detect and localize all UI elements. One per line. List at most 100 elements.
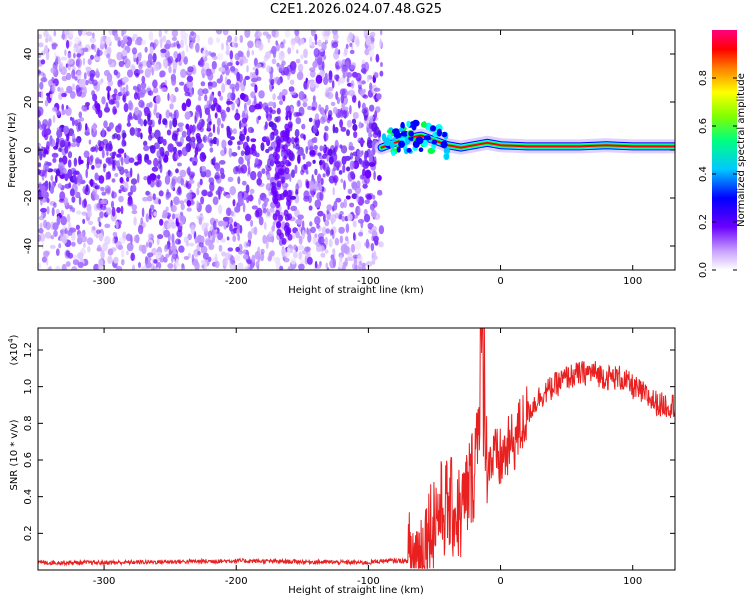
spectrogram-cell bbox=[63, 197, 69, 206]
spectrogram-cell bbox=[344, 155, 348, 162]
spectrogram-cell bbox=[121, 249, 125, 258]
spectrogram-cell bbox=[137, 114, 142, 125]
spectrogram-cell bbox=[199, 165, 207, 173]
spectrogram-cell bbox=[293, 244, 297, 251]
spectrogram-cell bbox=[154, 64, 160, 72]
spectrogram-cell bbox=[356, 150, 363, 158]
spectrogram-cell bbox=[312, 136, 318, 144]
spectrogram-cell bbox=[338, 226, 345, 234]
spectrogram-cell bbox=[113, 108, 118, 114]
spectrogram-cell bbox=[76, 87, 82, 97]
spectrogram-cell bbox=[368, 50, 375, 58]
spectrogram-cell bbox=[82, 47, 89, 52]
colorbar-tick-label: 0.4 bbox=[698, 166, 709, 182]
spectrogram-cell bbox=[339, 235, 344, 244]
spectrogram-cell bbox=[338, 260, 343, 269]
spectrogram-cell bbox=[180, 215, 186, 225]
spectrogram-cell bbox=[258, 90, 265, 99]
spectrogram-cell bbox=[262, 234, 267, 244]
signal-band-cell bbox=[386, 129, 393, 134]
spectrogram-cell bbox=[127, 192, 132, 197]
spectrogram-cell bbox=[191, 141, 196, 150]
x-tick-label: -300 bbox=[93, 576, 116, 587]
spectrogram-cell bbox=[310, 226, 316, 234]
spectrogram-cell bbox=[219, 173, 226, 179]
spectrogram-cell bbox=[181, 102, 187, 112]
spectrogram-cell bbox=[79, 232, 85, 237]
spectrogram-cell bbox=[118, 165, 122, 170]
spectrogram-cell bbox=[373, 87, 381, 92]
spectrogram-cell bbox=[341, 65, 348, 75]
spectrogram-cell bbox=[146, 159, 152, 165]
spectrogram-cell bbox=[111, 206, 116, 217]
spectrogram-cell bbox=[368, 133, 373, 138]
spectrogram-cell bbox=[156, 237, 160, 246]
spectrogram-cell bbox=[40, 212, 44, 219]
spectrogram-cell bbox=[294, 129, 300, 138]
spectrogram-cell bbox=[61, 109, 66, 116]
spectrogram-cell bbox=[229, 255, 235, 265]
spectrogram-cell bbox=[134, 161, 139, 166]
spectrogram-cell bbox=[290, 65, 296, 75]
spectrogram-cell bbox=[314, 199, 322, 208]
spectrogram-cell bbox=[230, 65, 236, 72]
spectrogram-cell bbox=[284, 129, 290, 136]
spectrogram-cell bbox=[55, 265, 60, 270]
spectrogram-cell bbox=[103, 120, 108, 129]
spectrogram-cell bbox=[167, 143, 174, 153]
spectrogram-cell bbox=[227, 62, 233, 67]
spectrogram-cell bbox=[268, 231, 274, 237]
spectrogram-cell bbox=[164, 30, 168, 35]
spectrogram-cell bbox=[352, 95, 357, 103]
spectrogram-cell bbox=[282, 94, 286, 102]
spectrogram-cell bbox=[83, 243, 86, 248]
spectrogram-cell bbox=[223, 190, 226, 197]
spectrogram-cell bbox=[153, 259, 158, 264]
spectrogram-cell bbox=[235, 98, 239, 105]
spectrogram-cell bbox=[96, 229, 101, 235]
spectrogram-cell bbox=[328, 156, 334, 165]
spectrogram-cell bbox=[107, 248, 114, 256]
spectrogram-cell bbox=[180, 68, 187, 78]
spectrogram-cell bbox=[155, 179, 162, 188]
spectrogram-cell bbox=[221, 42, 224, 51]
spectrogram-cell bbox=[222, 257, 228, 267]
spectrogram-cell bbox=[251, 254, 256, 263]
spectrogram-cell bbox=[207, 81, 213, 87]
spectrogram-cell bbox=[96, 202, 101, 209]
spectrogram-cell bbox=[225, 194, 231, 199]
signal-band-cell bbox=[398, 140, 405, 148]
spectrogram-cell bbox=[38, 234, 42, 242]
spectrogram-cell bbox=[52, 106, 58, 112]
spectrogram-cell bbox=[64, 173, 69, 182]
spectrogram-cell bbox=[350, 80, 355, 89]
spectrogram-cell bbox=[296, 151, 301, 155]
spectrogram-cell bbox=[287, 47, 292, 55]
spectrogram-cell bbox=[242, 94, 249, 102]
spectrogram-cell bbox=[319, 191, 324, 202]
spectrogram-cell bbox=[221, 83, 226, 93]
spectrogram-cell bbox=[340, 145, 348, 154]
spectrogram-cell bbox=[227, 247, 234, 252]
spectrogram-cell bbox=[250, 170, 257, 181]
spectrogram-cell bbox=[243, 58, 249, 64]
spectrogram-cell bbox=[301, 123, 306, 130]
spectrogram-cell bbox=[358, 139, 365, 144]
spectrogram-cell bbox=[154, 103, 158, 112]
signal-band-cell bbox=[400, 121, 405, 130]
spectrogram-cell bbox=[160, 136, 164, 143]
spectrogram-cell bbox=[124, 58, 131, 69]
spectrogram-cell bbox=[287, 121, 293, 129]
spectrogram-cell bbox=[209, 235, 213, 241]
spectrogram-cell bbox=[257, 115, 261, 121]
spectrogram-cell bbox=[159, 218, 164, 226]
signal-band-cell bbox=[444, 153, 449, 160]
spectrogram-cell bbox=[131, 65, 136, 72]
spectrogram-cell bbox=[78, 196, 82, 206]
spectrogram-cell bbox=[82, 86, 87, 96]
spectrogram-cell bbox=[38, 169, 46, 177]
spectrogram-cell bbox=[104, 236, 111, 245]
spectrogram-cell bbox=[108, 30, 113, 36]
spectrogram-cell bbox=[267, 101, 275, 107]
spectrogram-cell bbox=[229, 50, 234, 60]
